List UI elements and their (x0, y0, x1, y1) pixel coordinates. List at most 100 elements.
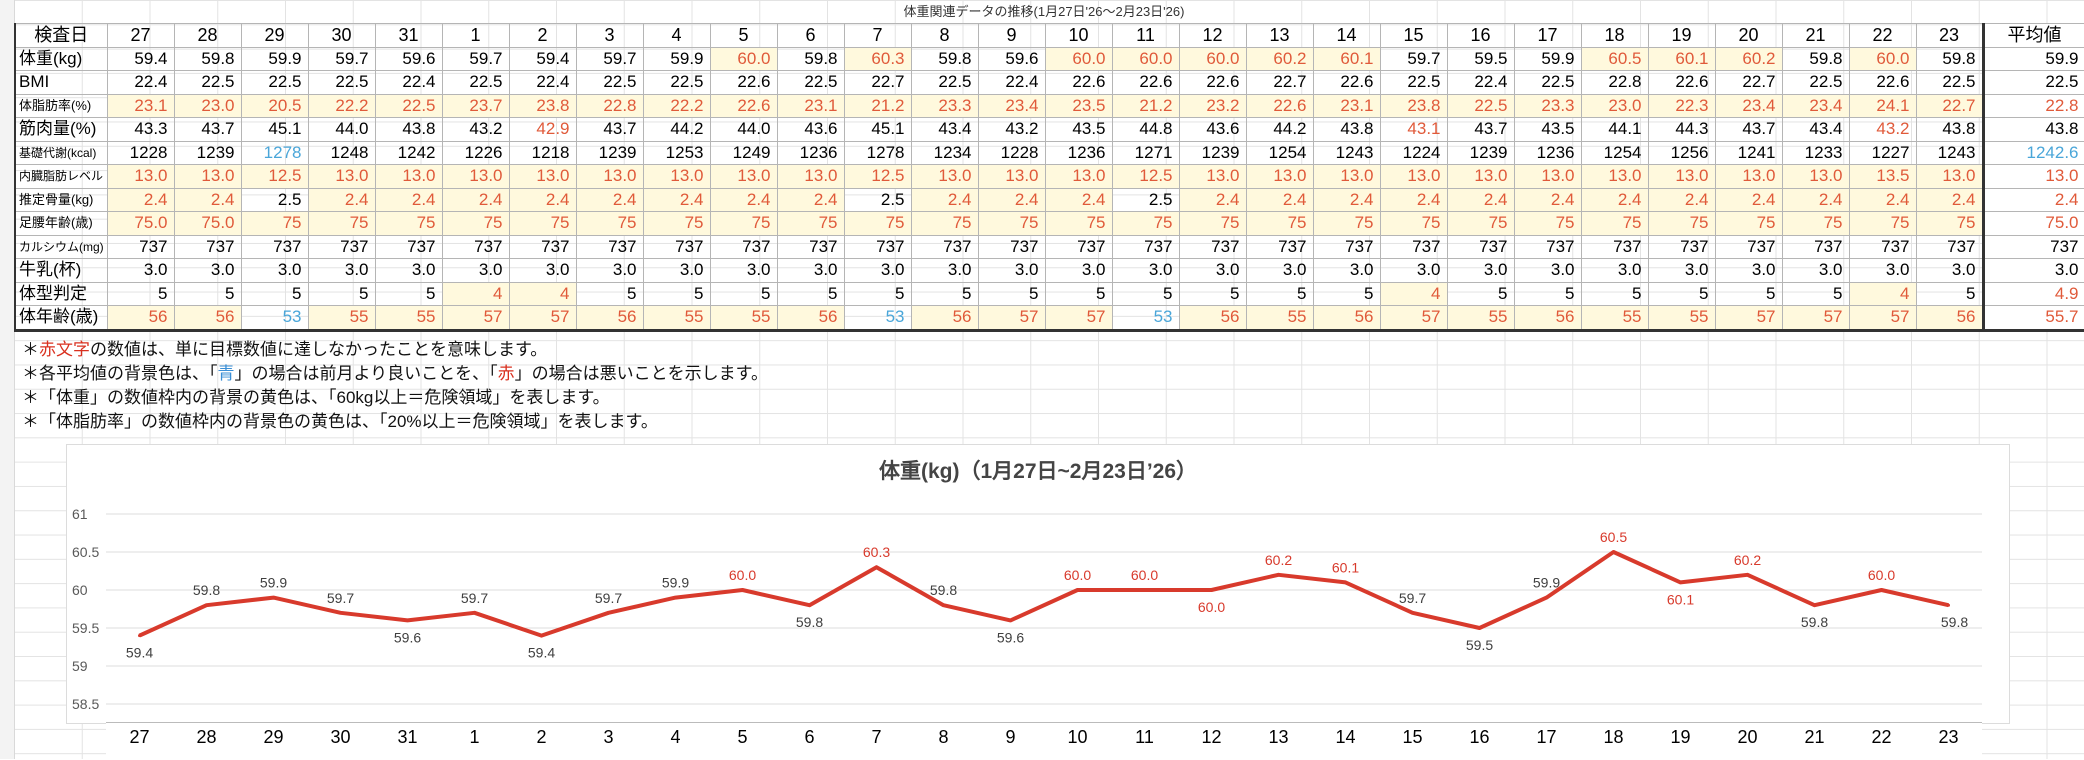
data-cell[interactable]: 22.6 (709, 70, 778, 95)
data-cell[interactable]: 3.0 (575, 258, 644, 283)
data-cell[interactable]: 13.5 (1848, 164, 1917, 189)
data-cell[interactable]: 737 (1513, 234, 1582, 259)
data-cell[interactable]: 5 (1647, 281, 1716, 306)
data-cell[interactable]: 75 (1580, 211, 1649, 236)
data-cell[interactable]: 737 (1580, 234, 1649, 259)
average-cell[interactable]: 43.8 (1981, 117, 2084, 142)
data-cell[interactable]: 59.5 (1446, 46, 1515, 71)
data-cell[interactable]: 56 (1312, 305, 1381, 332)
data-cell[interactable]: 45.1 (843, 117, 912, 142)
data-cell[interactable]: 44.2 (642, 117, 711, 142)
data-cell[interactable]: 3.0 (106, 258, 175, 283)
average-cell[interactable]: 1242.6 (1981, 140, 2084, 165)
data-cell[interactable]: 5 (1245, 281, 1314, 306)
data-cell[interactable]: 3.0 (977, 258, 1046, 283)
data-cell[interactable]: 60.1 (1312, 46, 1381, 71)
data-cell[interactable]: 22.5 (374, 93, 443, 118)
data-cell[interactable]: 5 (642, 281, 711, 306)
data-cell[interactable]: 22.4 (106, 70, 175, 95)
data-cell[interactable]: 60.0 (709, 46, 778, 71)
data-cell[interactable]: 13.0 (1915, 164, 1984, 189)
data-cell[interactable]: 75 (1178, 211, 1247, 236)
data-cell[interactable]: 737 (776, 234, 845, 259)
data-cell[interactable]: 43.3 (106, 117, 175, 142)
data-cell[interactable]: 43.8 (1915, 117, 1984, 142)
data-cell[interactable]: 59.8 (910, 46, 979, 71)
header-average[interactable]: 平均値 (1981, 23, 2084, 48)
data-cell[interactable]: 75 (642, 211, 711, 236)
data-cell[interactable]: 1256 (1647, 140, 1716, 165)
data-cell[interactable]: 23.7 (441, 93, 510, 118)
data-cell[interactable]: 43.7 (1714, 117, 1783, 142)
data-cell[interactable]: 24.1 (1848, 93, 1917, 118)
row-label[interactable]: カルシウム(mg) (14, 234, 108, 259)
row-label[interactable]: 体型判定 (14, 281, 108, 306)
data-cell[interactable]: 44.0 (307, 117, 376, 142)
header-day[interactable]: 28 (173, 23, 242, 48)
header-day[interactable]: 22 (1848, 23, 1917, 48)
data-cell[interactable]: 56 (1915, 305, 1984, 332)
data-cell[interactable]: 13.0 (1446, 164, 1515, 189)
data-cell[interactable]: 55 (1580, 305, 1649, 332)
data-cell[interactable]: 737 (1446, 234, 1515, 259)
data-cell[interactable]: 1254 (1580, 140, 1649, 165)
data-cell[interactable]: 13.0 (910, 164, 979, 189)
data-cell[interactable]: 23.0 (173, 93, 242, 118)
data-cell[interactable]: 22.4 (508, 70, 577, 95)
data-cell[interactable]: 23.3 (910, 93, 979, 118)
data-cell[interactable]: 75 (374, 211, 443, 236)
data-cell[interactable]: 3.0 (508, 258, 577, 283)
data-cell[interactable]: 56 (1513, 305, 1582, 332)
data-cell[interactable]: 43.8 (1312, 117, 1381, 142)
data-cell[interactable]: 12.5 (240, 164, 309, 189)
data-cell[interactable]: 737 (709, 234, 778, 259)
data-cell[interactable]: 22.5 (1513, 70, 1582, 95)
data-cell[interactable]: 1228 (106, 140, 175, 165)
data-cell[interactable]: 2.4 (1245, 187, 1314, 212)
data-cell[interactable]: 1248 (307, 140, 376, 165)
data-cell[interactable]: 53 (240, 305, 309, 332)
data-cell[interactable]: 737 (1781, 234, 1850, 259)
row-label[interactable]: 筋肉量(%) (14, 117, 108, 142)
data-cell[interactable]: 55 (307, 305, 376, 332)
data-cell[interactable]: 75.0 (173, 211, 242, 236)
data-cell[interactable]: 22.7 (1245, 70, 1314, 95)
data-cell[interactable]: 59.7 (307, 46, 376, 71)
data-cell[interactable]: 1228 (977, 140, 1046, 165)
data-cell[interactable]: 737 (977, 234, 1046, 259)
row-label[interactable]: 推定骨量(kg) (14, 187, 108, 212)
data-cell[interactable]: 42.9 (508, 117, 577, 142)
header-day[interactable]: 23 (1915, 23, 1984, 48)
data-cell[interactable]: 1236 (1044, 140, 1113, 165)
data-cell[interactable]: 59.8 (173, 46, 242, 71)
data-cell[interactable]: 75 (1848, 211, 1917, 236)
data-cell[interactable]: 13.0 (1379, 164, 1448, 189)
data-cell[interactable]: 3.0 (642, 258, 711, 283)
data-cell[interactable]: 5 (1580, 281, 1649, 306)
data-cell[interactable]: 2.4 (173, 187, 242, 212)
data-cell[interactable]: 5 (1111, 281, 1180, 306)
average-cell[interactable]: 22.8 (1981, 93, 2084, 118)
data-cell[interactable]: 737 (374, 234, 443, 259)
data-cell[interactable]: 60.2 (1714, 46, 1783, 71)
data-cell[interactable]: 59.7 (575, 46, 644, 71)
data-cell[interactable]: 57 (1714, 305, 1783, 332)
data-cell[interactable]: 2.4 (709, 187, 778, 212)
data-cell[interactable]: 75 (1647, 211, 1716, 236)
data-cell[interactable]: 22.6 (709, 93, 778, 118)
data-cell[interactable]: 22.8 (1580, 70, 1649, 95)
data-cell[interactable]: 23.3 (1513, 93, 1582, 118)
data-cell[interactable]: 23.4 (1781, 93, 1850, 118)
data-cell[interactable]: 5 (1446, 281, 1515, 306)
data-cell[interactable]: 22.4 (374, 70, 443, 95)
data-cell[interactable]: 57 (1044, 305, 1113, 332)
data-cell[interactable]: 43.4 (910, 117, 979, 142)
data-cell[interactable]: 60.0 (1848, 46, 1917, 71)
data-cell[interactable]: 75 (1379, 211, 1448, 236)
data-cell[interactable]: 75 (1714, 211, 1783, 236)
data-cell[interactable]: 59.9 (642, 46, 711, 71)
average-cell[interactable]: 13.0 (1981, 164, 2084, 189)
data-cell[interactable]: 3.0 (441, 258, 510, 283)
data-cell[interactable]: 22.4 (1446, 70, 1515, 95)
data-cell[interactable]: 57 (1781, 305, 1850, 332)
